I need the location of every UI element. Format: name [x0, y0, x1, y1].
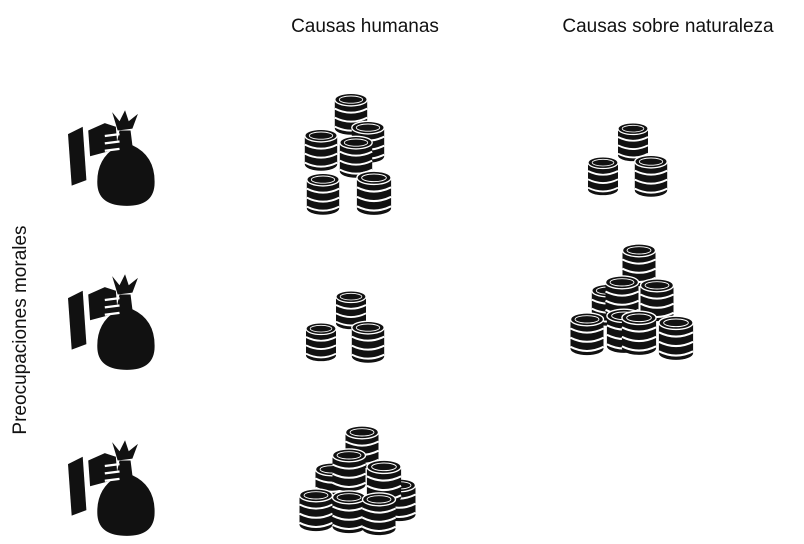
coin-pile [303, 92, 393, 216]
column-header: Causas sobre naturaleza [562, 16, 774, 37]
coin-pile [569, 243, 695, 362]
money-bags [68, 109, 156, 538]
coin-pile [305, 290, 386, 364]
coin-pile [298, 425, 417, 536]
column-header: Causas humanas [291, 16, 439, 37]
coin-pile [587, 122, 669, 198]
row-label: Preocupaciones morales [10, 225, 31, 434]
